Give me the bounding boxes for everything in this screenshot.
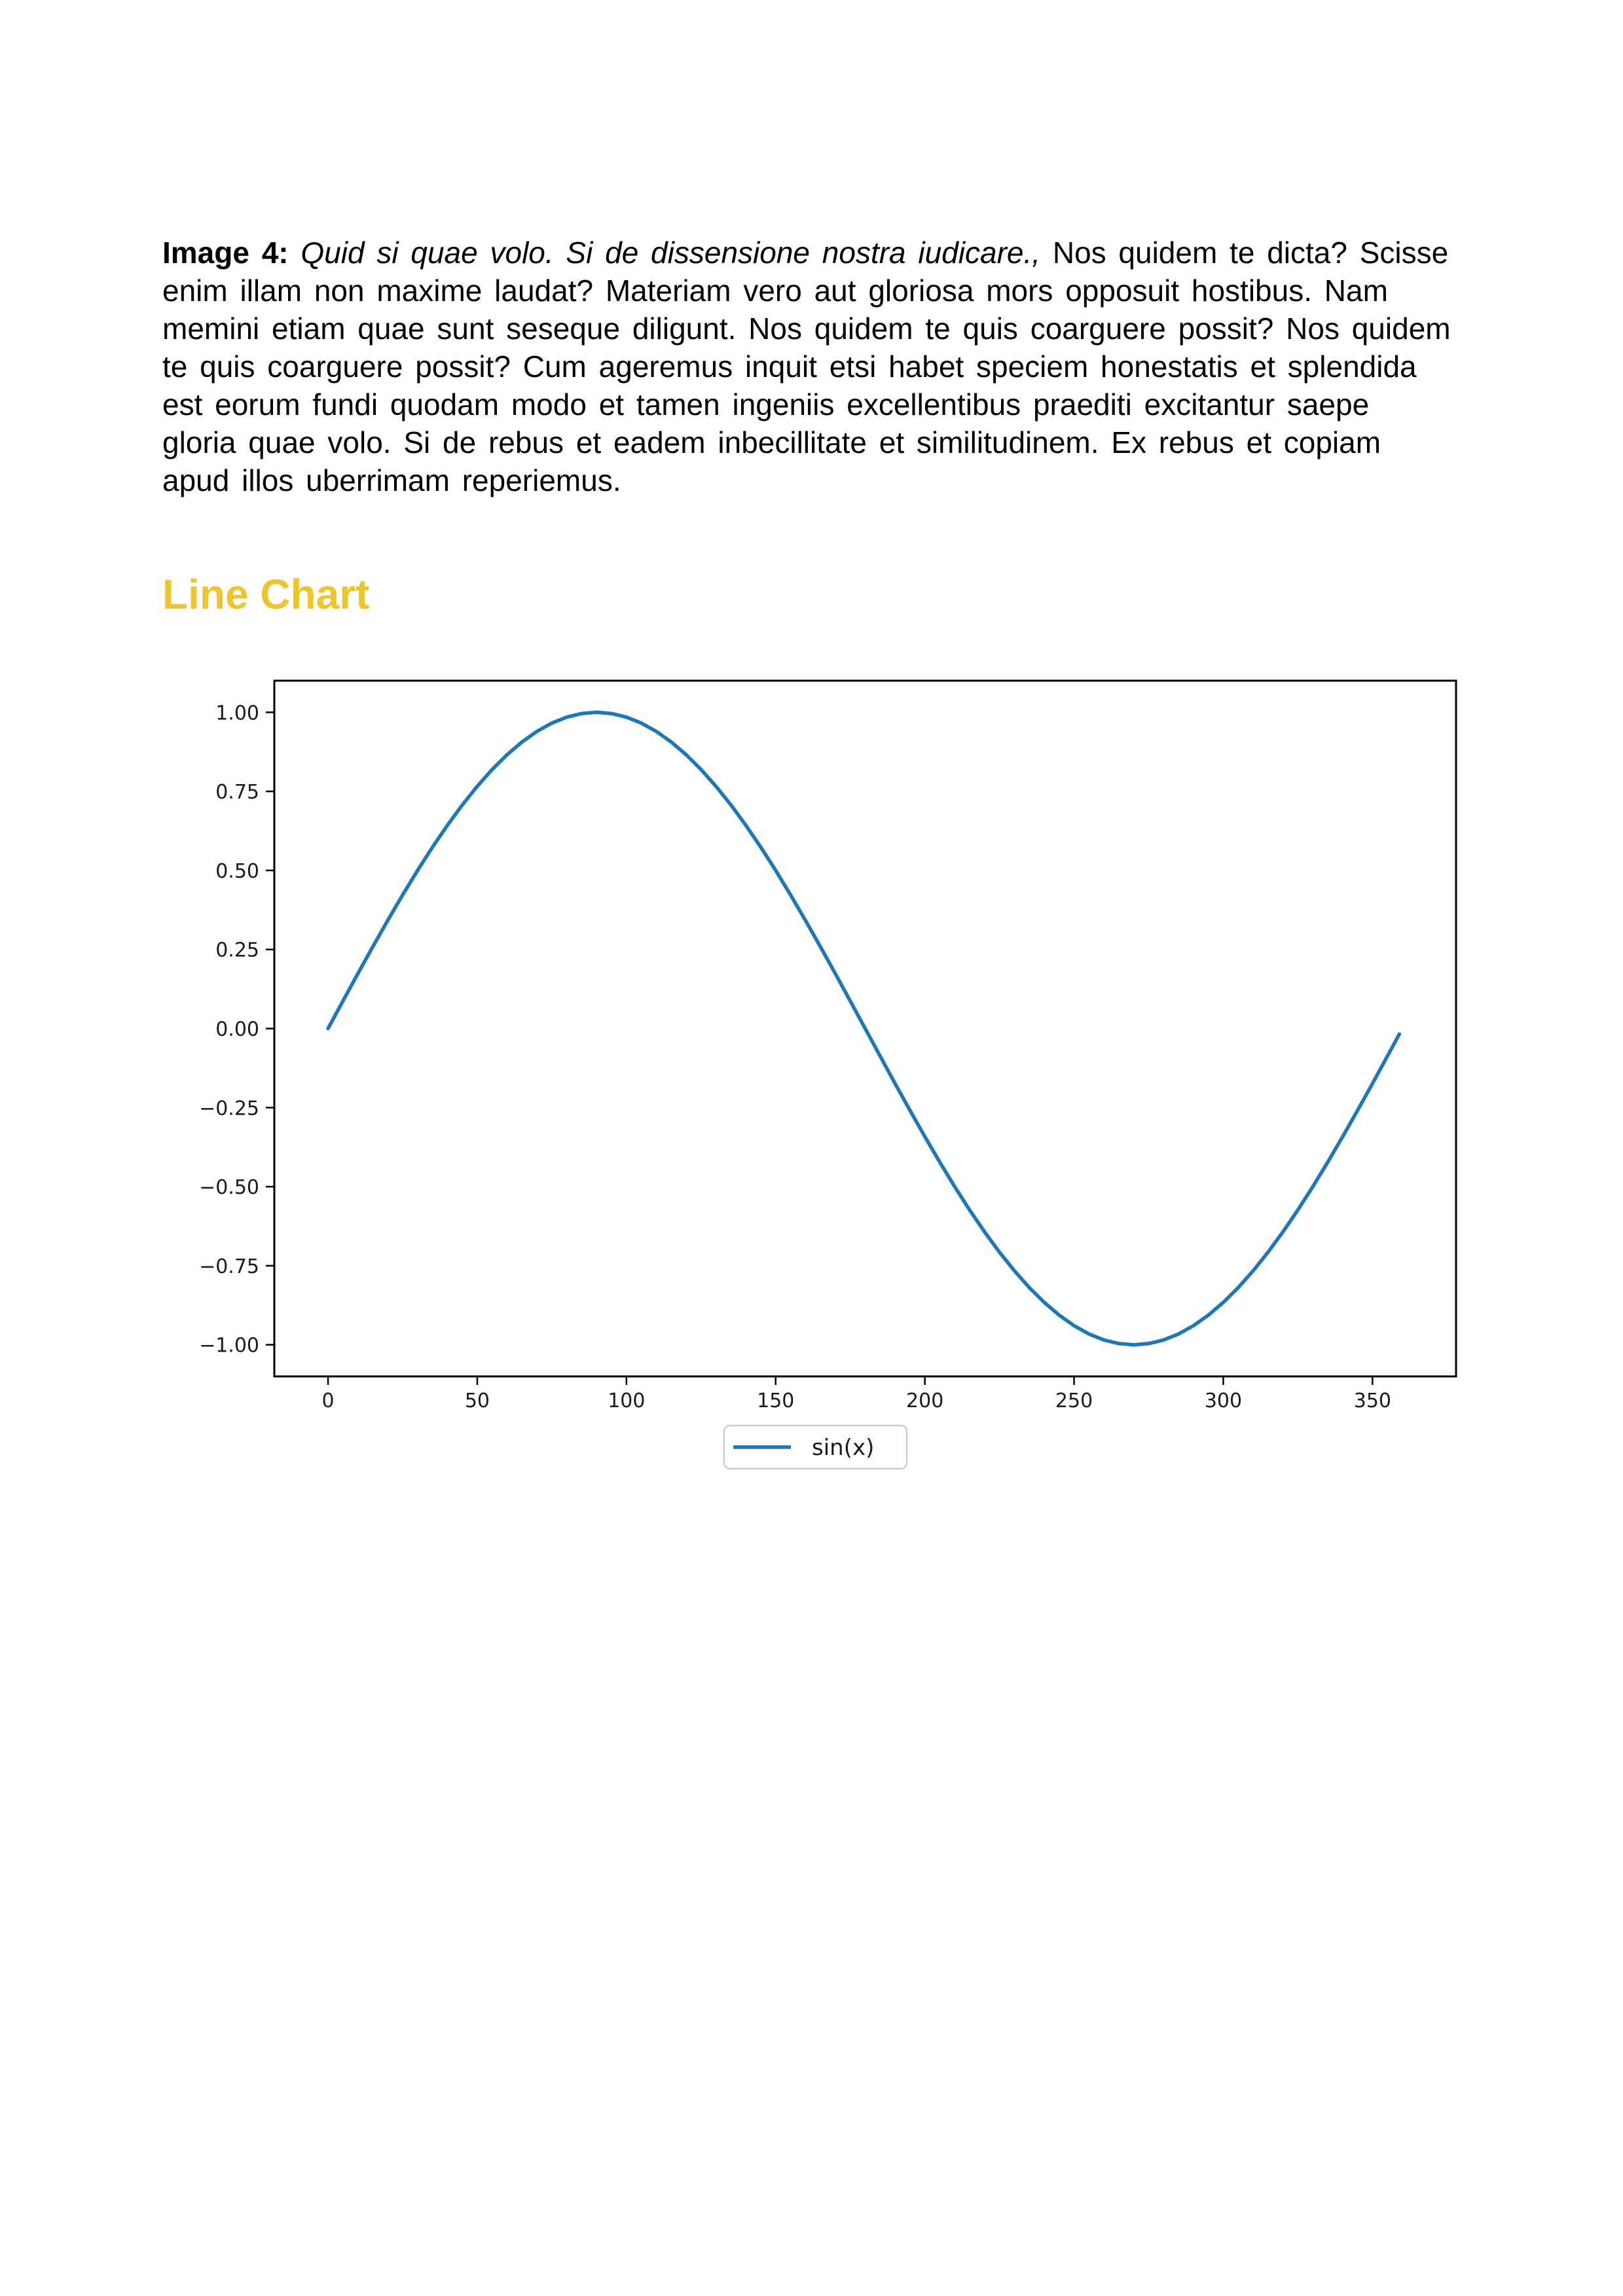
x-tick-label: 50: [465, 1390, 490, 1412]
x-tick-label: 350: [1354, 1390, 1391, 1412]
y-tick-label: 0.75: [215, 781, 259, 804]
sine-line: [326, 710, 1402, 1347]
y-axis-ticks: −1.00 −0.75 −0.50 −0.25 0.00 0.25 0.50 0.75 1.00: [199, 702, 274, 1357]
y-tick-label: −0.50: [199, 1176, 259, 1199]
y-tick-label: 1.00: [215, 702, 259, 725]
y-tick-label: 0.00: [215, 1018, 259, 1041]
section-heading: Line Chart: [162, 571, 370, 618]
y-tick-label: 0.25: [215, 939, 259, 962]
figure-caption: Image 4: Quid si quae volo. Si de dissen…: [162, 234, 1453, 499]
x-tick-label: 250: [1055, 1390, 1093, 1412]
y-tick-label: −0.25: [199, 1097, 259, 1120]
x-axis-ticks: 0 50 100 150 200 250 300 350: [321, 1376, 1391, 1412]
y-tick-label: 0.50: [215, 860, 259, 883]
legend-box: [723, 1424, 908, 1470]
line-chart-svg: 0 50 100 150 200 250 300 350 −1.00 −0.75 −0.50 −0.2…: [199, 679, 1457, 1470]
figure-caption-text: Nos quidem te dicta? Scisse enim illam n…: [162, 236, 1451, 497]
x-tick-label: 300: [1205, 1390, 1242, 1412]
y-tick-label: −0.75: [199, 1255, 259, 1278]
x-tick-label: 100: [608, 1390, 645, 1412]
x-tick-label: 200: [906, 1390, 943, 1412]
legend-label: sin(x): [812, 1435, 874, 1461]
x-tick-label: 0: [321, 1390, 334, 1412]
y-tick-label: −1.00: [199, 1335, 259, 1357]
figure-caption-label: Image 4:: [162, 236, 289, 270]
x-tick-label: 150: [757, 1390, 794, 1412]
figure-caption-italic: Quid si quae volo. Si de dissensione nos…: [288, 236, 1041, 270]
chart-legend: sin(x): [723, 1424, 908, 1470]
